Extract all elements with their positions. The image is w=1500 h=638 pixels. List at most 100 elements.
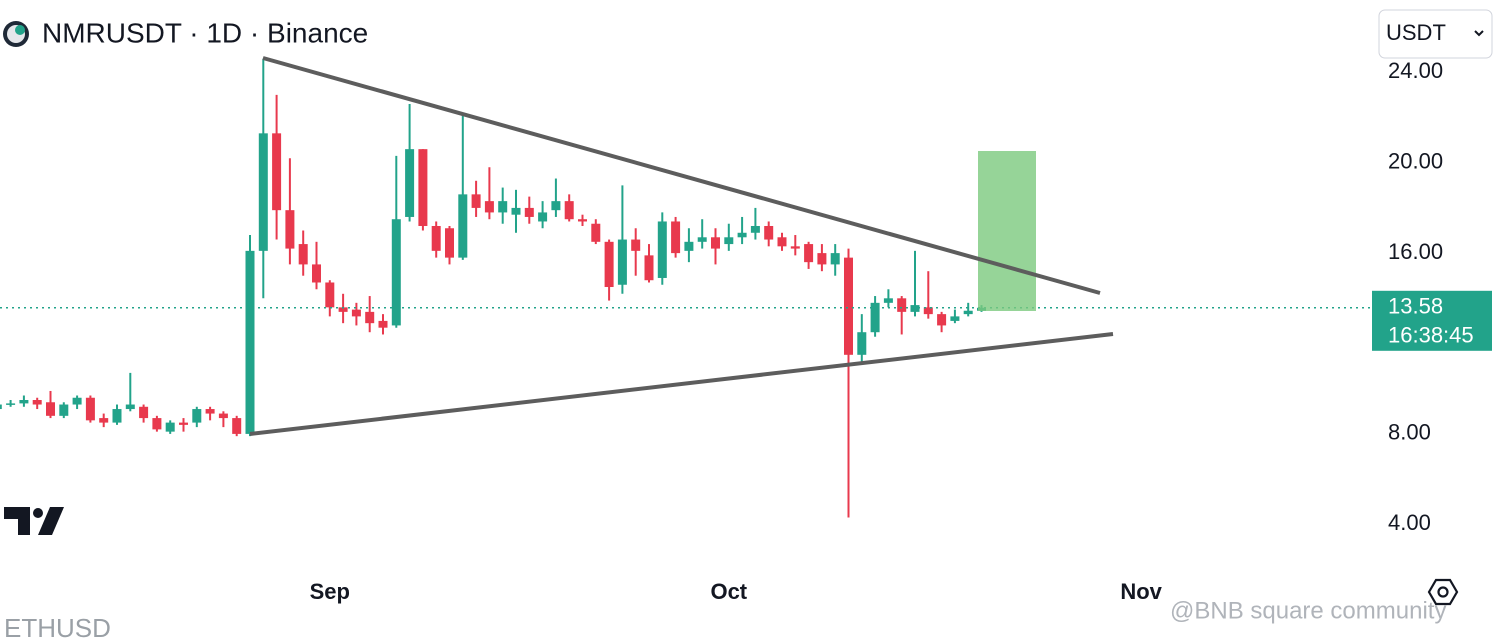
candle-body bbox=[351, 309, 361, 317]
candle-body bbox=[538, 212, 548, 222]
y-tick-label: 4.00 bbox=[1388, 510, 1431, 535]
watermark: @BNB square community bbox=[1170, 597, 1446, 624]
candle-body bbox=[192, 409, 202, 423]
plot-area: 24.00 20.00 16.00 8.00 4.00 Sep Oct Nov 13.58 16:… bbox=[0, 58, 1492, 604]
candle-body bbox=[511, 207, 521, 215]
candle-body bbox=[458, 194, 468, 258]
last-price-label: 13.58 bbox=[1388, 294, 1443, 319]
candle-body bbox=[750, 225, 760, 233]
x-tick-label: Nov bbox=[1120, 579, 1162, 604]
candle-body bbox=[405, 149, 415, 217]
candle-body bbox=[445, 228, 454, 258]
candle-body bbox=[125, 404, 135, 410]
candle-body bbox=[578, 219, 587, 222]
currency-selector[interactable] bbox=[1378, 9, 1493, 59]
candle-body bbox=[391, 219, 401, 326]
candle-body bbox=[232, 418, 242, 434]
candle-body bbox=[857, 332, 867, 355]
candle-body bbox=[19, 400, 29, 404]
countdown-label: 16:38:45 bbox=[1388, 323, 1474, 348]
last-price-box bbox=[1372, 290, 1492, 351]
candle-body bbox=[564, 201, 574, 220]
candle-body bbox=[431, 225, 441, 251]
tradingview-logo bbox=[4, 507, 64, 535]
symbol-icon bbox=[3, 21, 29, 47]
target-zone bbox=[978, 151, 1036, 311]
candle-body bbox=[152, 418, 162, 430]
candle-body bbox=[724, 237, 734, 245]
candle-body bbox=[844, 257, 853, 355]
candle-body bbox=[325, 282, 335, 308]
lower-trend-line bbox=[249, 332, 1114, 436]
candle-body bbox=[883, 298, 893, 303]
candle-body bbox=[498, 201, 508, 213]
candle-body bbox=[657, 221, 667, 278]
candle-body bbox=[790, 246, 800, 249]
candle-body bbox=[179, 422, 188, 425]
candle-body bbox=[112, 409, 122, 423]
candle-body bbox=[604, 241, 614, 288]
candle-body bbox=[338, 307, 348, 312]
candle-body bbox=[551, 201, 561, 211]
candle-body bbox=[378, 320, 388, 328]
candle-body bbox=[950, 316, 960, 321]
upper-trend-line bbox=[262, 56, 1101, 295]
candle-body bbox=[923, 307, 933, 315]
y-tick-label: 20.00 bbox=[1388, 149, 1443, 174]
x-tick-label: Sep bbox=[310, 579, 350, 604]
currency-selector-label[interactable]: USDT bbox=[1386, 20, 1446, 45]
candle-body bbox=[910, 305, 920, 312]
y-tick-label: 8.00 bbox=[1388, 420, 1431, 445]
candle-body bbox=[59, 404, 69, 416]
candle-body bbox=[471, 194, 481, 208]
candle-body bbox=[817, 253, 827, 265]
candle-body bbox=[32, 400, 42, 405]
candle-body bbox=[617, 239, 627, 285]
candle-body bbox=[205, 409, 215, 414]
candle-body bbox=[644, 255, 654, 281]
candle-body bbox=[365, 311, 375, 324]
candle-body bbox=[0, 404, 2, 410]
candle-body bbox=[484, 201, 494, 213]
candle-body bbox=[671, 221, 681, 254]
chart-title: NMRUSDT · 1D · Binance bbox=[42, 17, 368, 48]
candle-body bbox=[897, 298, 907, 312]
candle-body bbox=[777, 237, 787, 247]
candle-body bbox=[804, 244, 814, 263]
candle-body bbox=[697, 237, 707, 242]
candle-body bbox=[524, 207, 534, 217]
settings-button[interactable] bbox=[1427, 578, 1459, 606]
candle-body bbox=[72, 397, 82, 405]
candle-body bbox=[312, 264, 321, 283]
candle-body bbox=[245, 250, 255, 434]
y-tick-label: 24.00 bbox=[1388, 58, 1443, 83]
candle-body bbox=[6, 403, 16, 405]
candle-body bbox=[591, 223, 601, 242]
candle-body bbox=[684, 241, 694, 251]
candle-body bbox=[285, 210, 295, 249]
candle-body bbox=[258, 133, 268, 251]
candle-body bbox=[631, 239, 641, 251]
candle-body bbox=[418, 149, 428, 226]
footer-symbol: ETHUSD bbox=[4, 613, 111, 638]
y-tick-label: 16.00 bbox=[1388, 239, 1443, 264]
candle-body bbox=[99, 418, 109, 423]
candle-body bbox=[298, 244, 308, 265]
candle-body bbox=[737, 232, 747, 238]
candle-body bbox=[830, 253, 840, 265]
candle-body bbox=[963, 310, 973, 315]
candle-body bbox=[764, 225, 774, 240]
candle-body bbox=[218, 413, 228, 419]
candle-body bbox=[139, 406, 149, 419]
candle-body bbox=[937, 314, 947, 326]
candle-body bbox=[711, 237, 720, 249]
candle-body bbox=[870, 302, 880, 333]
candle-body bbox=[46, 402, 55, 416]
candle-body bbox=[272, 133, 282, 211]
x-tick-label: Oct bbox=[710, 579, 747, 604]
dropdown-arrow[interactable] bbox=[1474, 30, 1484, 37]
candle-body bbox=[85, 397, 95, 421]
candle-body bbox=[165, 422, 175, 432]
